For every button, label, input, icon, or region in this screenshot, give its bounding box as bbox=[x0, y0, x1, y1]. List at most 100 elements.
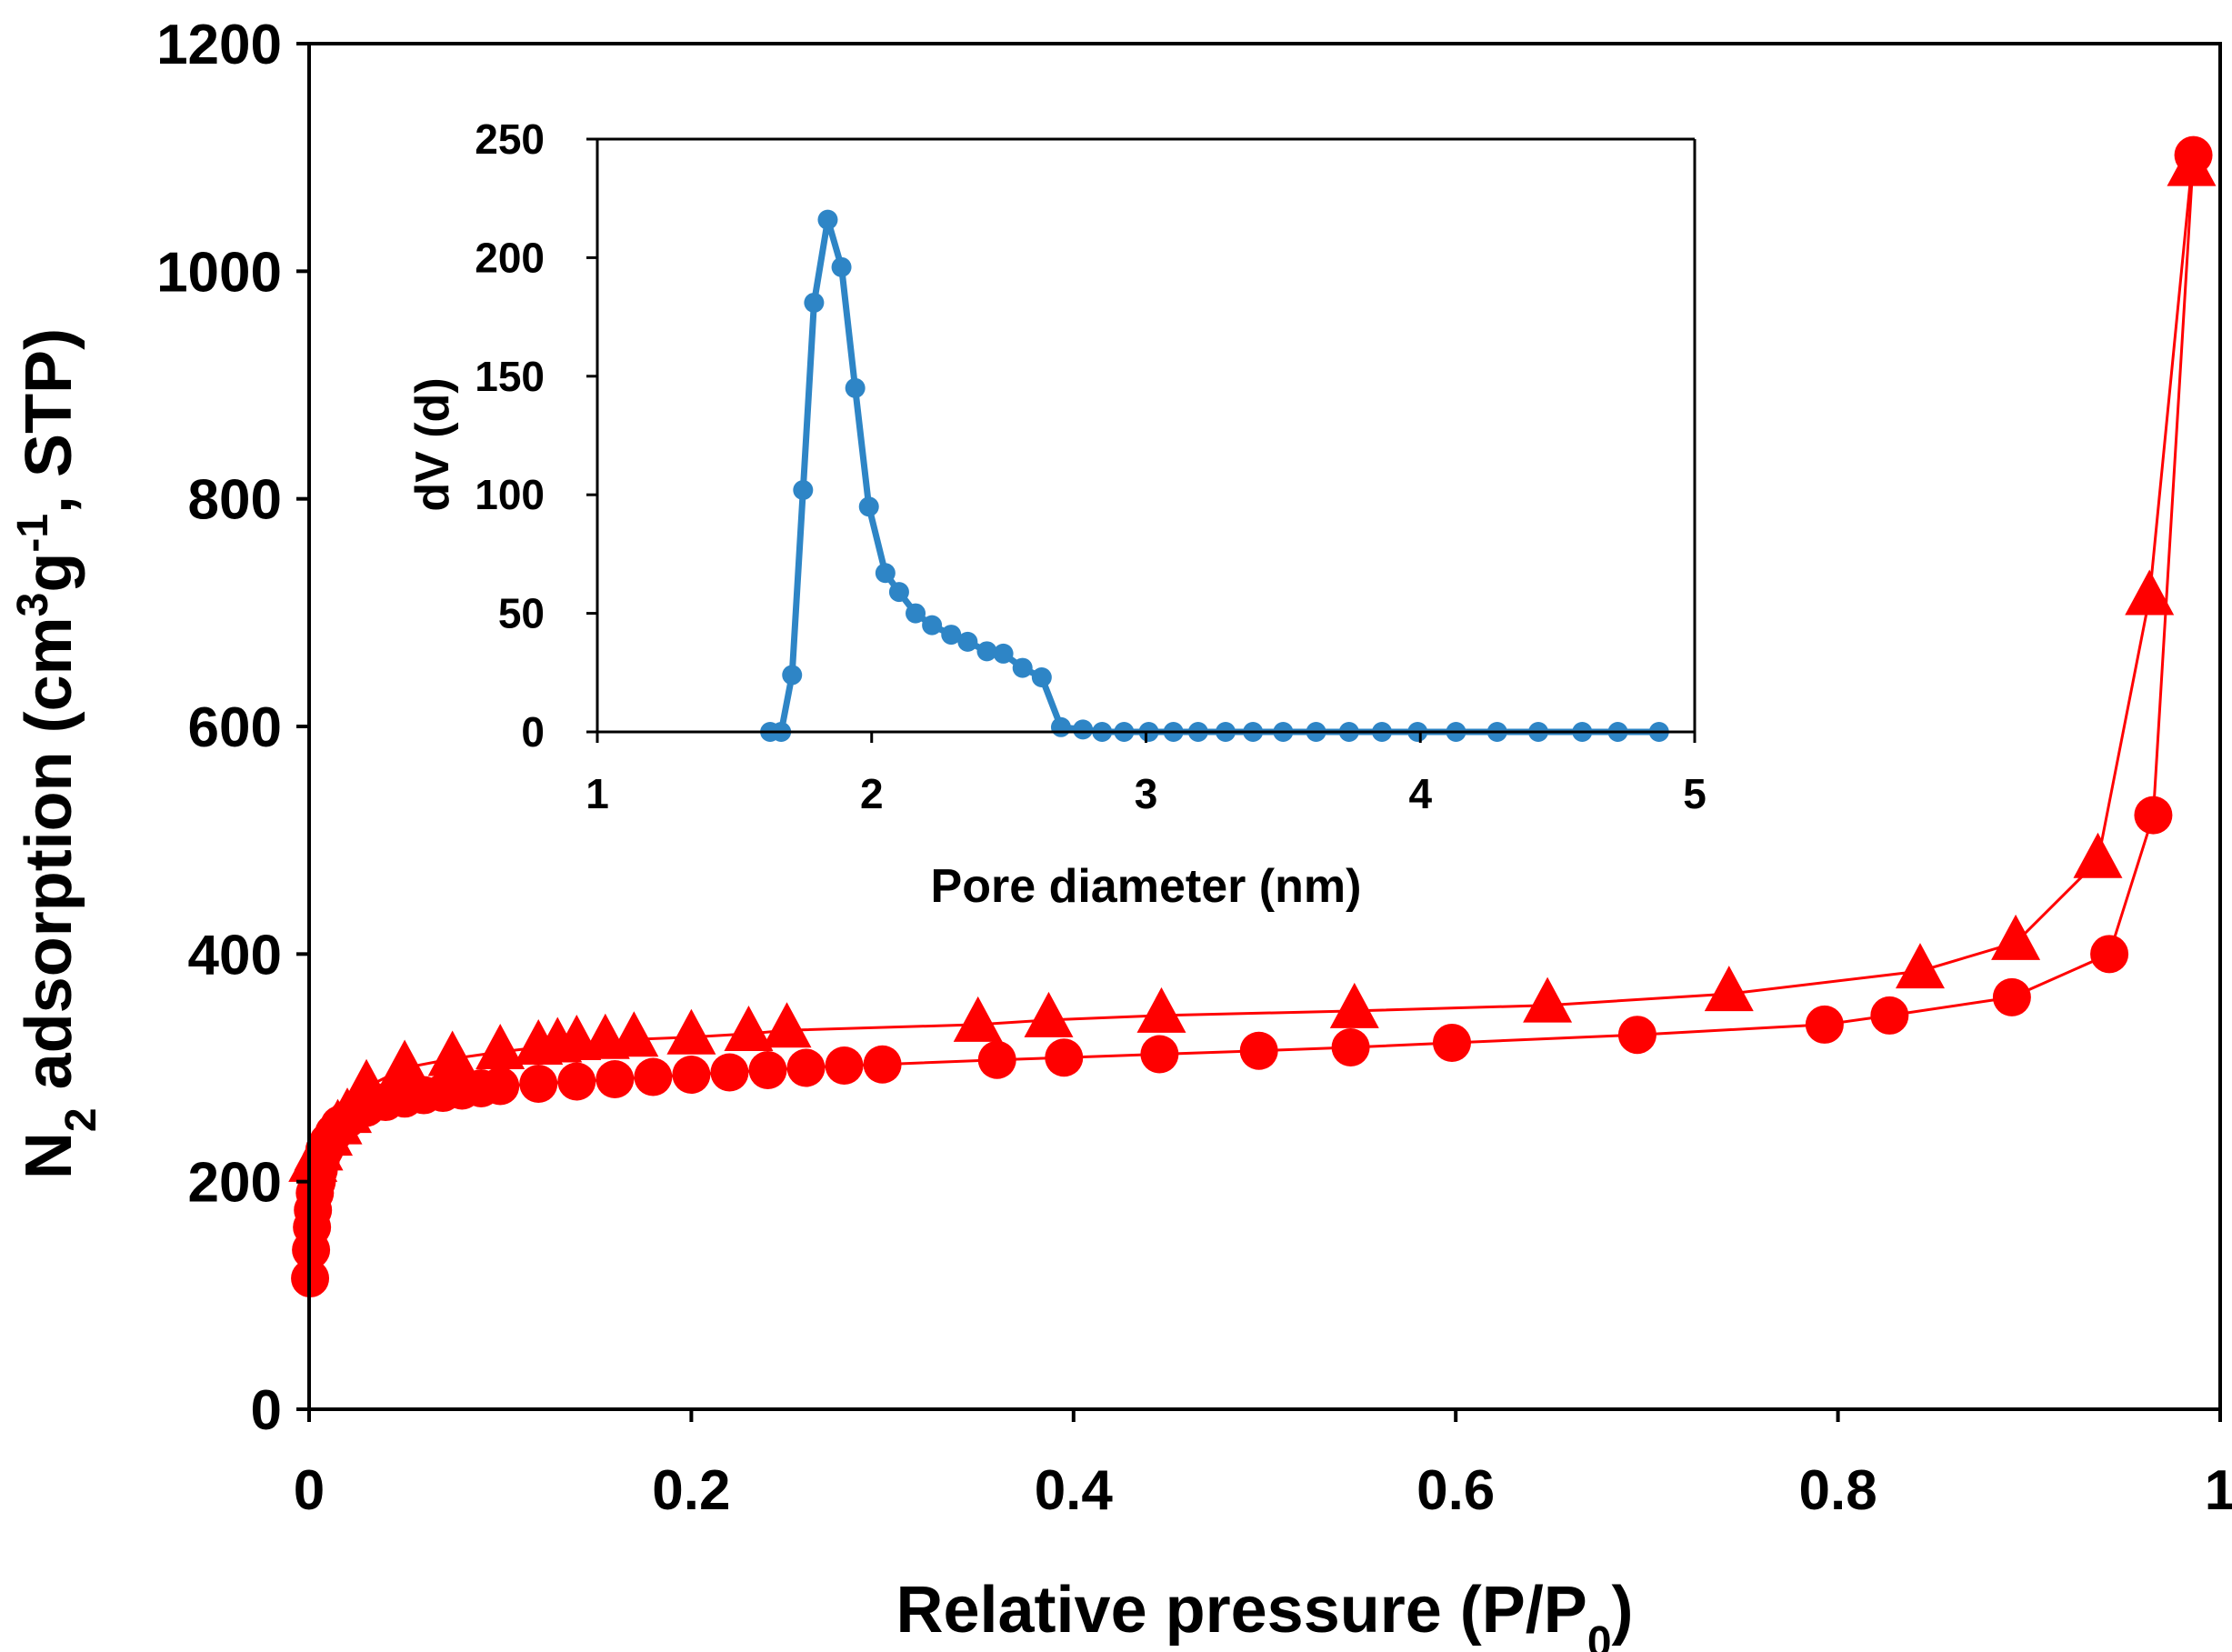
adsorption-point bbox=[1432, 1023, 1471, 1062]
main-x-tick-label: 0 bbox=[294, 1459, 325, 1522]
desorption-point bbox=[2125, 569, 2175, 616]
main-x-axis-title: Relative pressure (P/P0) bbox=[896, 1574, 1633, 1652]
adsorption-point bbox=[863, 1045, 902, 1084]
adsorption-point bbox=[1331, 1027, 1370, 1066]
inset-y-tick-label: 200 bbox=[475, 234, 545, 281]
main-y-tick-label: 800 bbox=[188, 469, 282, 532]
inset-x-tick-label: 5 bbox=[1683, 770, 1707, 817]
desorption-point bbox=[1895, 943, 1945, 989]
adsorption-point bbox=[1239, 1031, 1278, 1070]
main-y-axis-title-sup-neg1: -1 bbox=[9, 514, 57, 553]
pore-distribution-point bbox=[1031, 667, 1052, 688]
inset-x-tick-label: 2 bbox=[860, 770, 884, 817]
inset-x-tick-label: 3 bbox=[1135, 770, 1158, 817]
desorption-point bbox=[342, 1058, 392, 1105]
adsorption-point bbox=[2134, 796, 2173, 835]
pore-distribution-point bbox=[922, 615, 943, 636]
main-x-axis-title-sub: 0 bbox=[1587, 1618, 1612, 1652]
adsorption-point bbox=[786, 1048, 826, 1087]
inset-background bbox=[597, 139, 1695, 732]
pore-distribution-point bbox=[845, 377, 866, 398]
main-y-tick-label: 600 bbox=[188, 696, 282, 759]
desorption-point bbox=[953, 996, 1003, 1042]
main-y-tick-label: 200 bbox=[188, 1152, 282, 1215]
pore-distribution-point bbox=[804, 292, 825, 313]
adsorption-point bbox=[710, 1053, 749, 1092]
pore-distribution-point bbox=[817, 209, 838, 230]
desorption-point bbox=[475, 1023, 525, 1069]
main-x-tick-labels: 0 0.2 0.4 0.6 0.8 1 bbox=[294, 1409, 2232, 1522]
desorption-point bbox=[1523, 976, 1573, 1023]
inset-y-tick-label: 150 bbox=[475, 353, 545, 400]
main-y-tick-label: 1000 bbox=[156, 241, 282, 304]
adsorption-point bbox=[825, 1046, 864, 1085]
main-x-tick-label: 0.2 bbox=[652, 1459, 730, 1522]
inset-y-tick-label: 0 bbox=[521, 708, 545, 756]
pore-distribution-point bbox=[782, 665, 803, 686]
main-y-axis-title-n: N bbox=[13, 1132, 85, 1179]
inset-y-tick-label: 250 bbox=[475, 115, 545, 163]
inset-x-tick-label: 1 bbox=[586, 770, 609, 817]
desorption-point bbox=[1991, 914, 2041, 960]
pore-distribution-point bbox=[1050, 716, 1071, 737]
main-y-axis-title-sup3: 3 bbox=[9, 593, 57, 617]
adsorption-point bbox=[1617, 1016, 1656, 1055]
inset-x-tick-labels: 1 2 3 4 5 bbox=[586, 732, 1707, 817]
pore-distribution-point bbox=[941, 625, 962, 646]
inset-y-tick-label: 50 bbox=[498, 590, 545, 637]
pore-distribution-point bbox=[957, 631, 978, 652]
main-x-axis-title-end: ) bbox=[1612, 1574, 1634, 1647]
main-x-tick-label: 0.4 bbox=[1035, 1459, 1114, 1522]
pore-distribution-point bbox=[1073, 719, 1094, 740]
adsorption-point bbox=[1805, 1005, 1844, 1044]
inset-y-tick-labels: 0 50 100 150 200 250 bbox=[475, 115, 597, 756]
main-y-tick-labels: 0 200 400 600 800 1000 1200 bbox=[156, 14, 309, 1442]
adsorption-point bbox=[1992, 977, 2031, 1016]
desorption-point bbox=[323, 1087, 373, 1134]
desorption-point bbox=[427, 1030, 477, 1076]
main-x-tick-label: 1 bbox=[2205, 1459, 2232, 1522]
adsorption-point bbox=[672, 1056, 711, 1095]
pore-distribution-point bbox=[906, 603, 926, 624]
main-y-axis-title-mid: adsorption (cm bbox=[13, 616, 85, 1107]
adsorption-point bbox=[748, 1051, 787, 1090]
desorption-point bbox=[2073, 832, 2123, 878]
main-y-axis-title-n-sub: 2 bbox=[57, 1107, 105, 1132]
adsorption-point bbox=[1870, 996, 1909, 1035]
main-y-tick-label: 1200 bbox=[156, 14, 282, 76]
desorption-point bbox=[1136, 986, 1186, 1033]
main-x-axis-title-main: Relative pressure (P/P bbox=[896, 1574, 1586, 1647]
pore-distribution-point bbox=[875, 563, 896, 584]
main-x-tick-label: 0.8 bbox=[1798, 1459, 1877, 1522]
main-y-tick-label: 0 bbox=[251, 1379, 282, 1442]
adsorption-point bbox=[519, 1065, 558, 1104]
adsorption-point bbox=[481, 1066, 520, 1106]
main-y-axis-title-g: g bbox=[13, 553, 85, 593]
main-y-axis-title: N2 adsorption (cm3g-1, STP) bbox=[9, 328, 105, 1179]
inset-y-tick-label: 100 bbox=[475, 471, 545, 518]
adsorption-point bbox=[596, 1060, 635, 1099]
pore-distribution-point bbox=[793, 479, 814, 500]
main-y-tick-label: 400 bbox=[188, 924, 282, 986]
pore-distribution-point bbox=[888, 582, 909, 603]
inset-x-tick-label: 4 bbox=[1408, 770, 1432, 817]
desorption-point bbox=[609, 1011, 659, 1057]
adsorption-point bbox=[634, 1057, 673, 1096]
adsorption-point bbox=[1045, 1038, 1084, 1077]
adsorption-point bbox=[2090, 935, 2129, 974]
adsorption-point bbox=[1140, 1035, 1179, 1074]
pore-distribution-point bbox=[858, 496, 879, 517]
pore-distribution-point bbox=[976, 641, 997, 662]
main-y-axis-title-end: , STP) bbox=[13, 328, 85, 514]
adsorption-point bbox=[557, 1062, 596, 1101]
desorption-point bbox=[1704, 966, 1754, 1012]
desorption-point bbox=[762, 1002, 812, 1048]
inset-y-axis-title: dV (d) bbox=[406, 377, 459, 511]
isotherm-series-layer bbox=[288, 135, 2217, 1298]
inset-x-axis-title: Pore diameter (nm) bbox=[931, 860, 1362, 913]
desorption-point bbox=[2167, 140, 2217, 186]
adsorption-point bbox=[977, 1040, 1016, 1079]
pore-distribution-point bbox=[831, 256, 852, 277]
desorption-point bbox=[1329, 982, 1379, 1028]
